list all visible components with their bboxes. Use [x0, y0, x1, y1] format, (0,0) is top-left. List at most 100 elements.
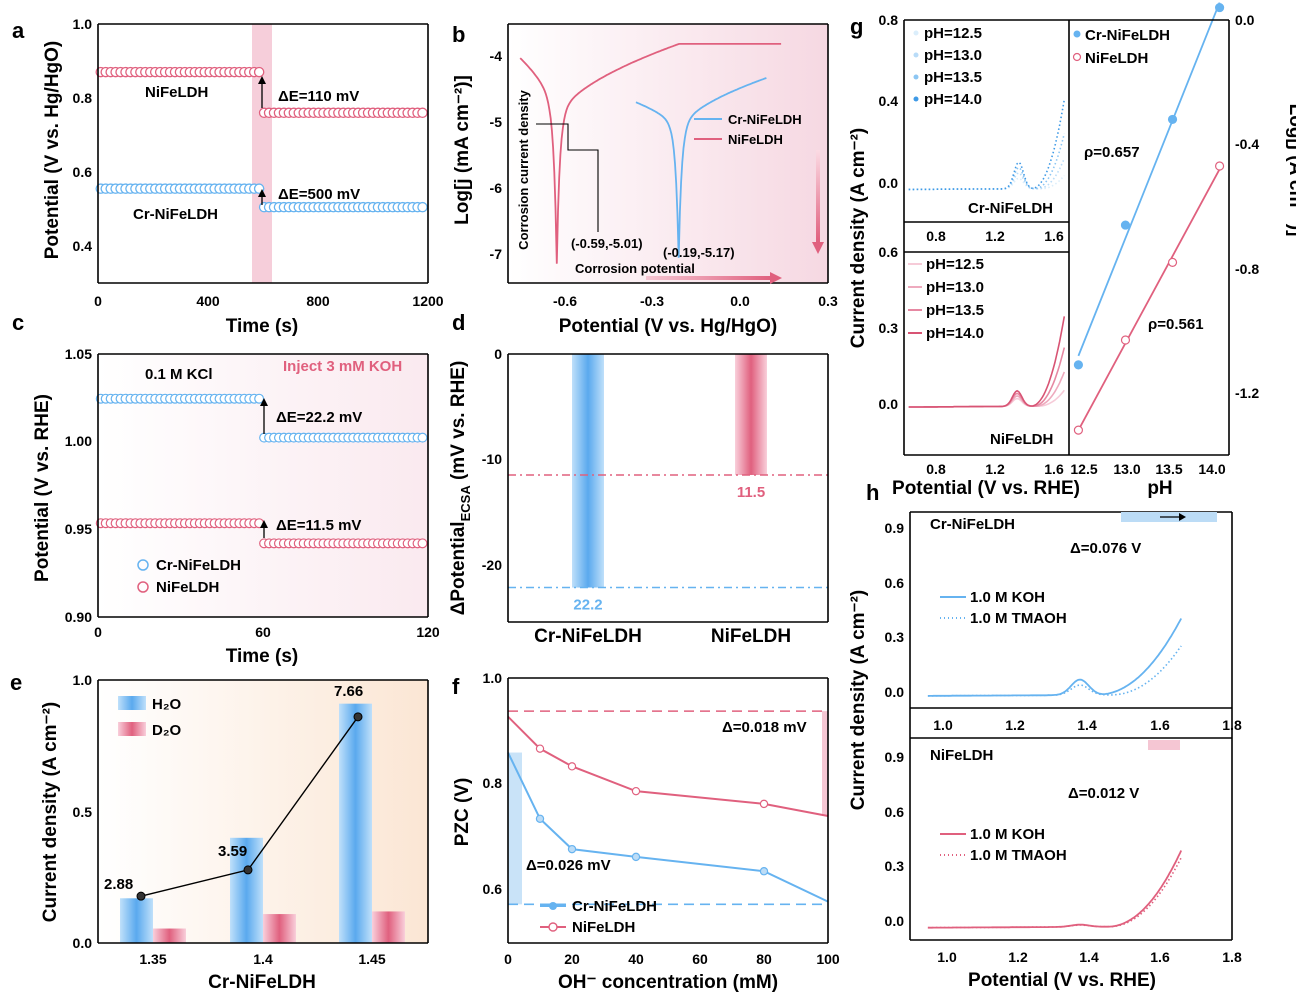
f-series-point: [535, 814, 545, 823]
e-bar-d2o: [153, 928, 186, 943]
c-ylabel: Potential (V vs. RHE): [32, 394, 53, 582]
e-xlabel: Cr-NiFeLDH: [208, 972, 316, 992]
d-ylabel: ΔPotentialECSA (mV vs. RHE): [448, 361, 473, 616]
b-xlabel: Potential (V vs. Hg/HgO): [559, 316, 778, 337]
f-plot-area: [507, 710, 829, 906]
c-xtick: 60: [255, 624, 271, 640]
e-data-label: 7.66: [334, 683, 363, 700]
b-ytick: -5: [490, 114, 503, 130]
g-legend-ph: pH=13.0: [924, 47, 982, 64]
a-ytick: 0.4: [73, 238, 93, 254]
f-ytick: 0.6: [483, 881, 503, 897]
f-series-point: [631, 852, 641, 862]
b-annot-point2: (-0.19,-5.17): [663, 245, 735, 260]
a-plot-area: [95, 66, 428, 213]
c-delta-label: ΔE=11.5 mV: [276, 517, 361, 534]
a-delta-label: ΔE=500 mV: [278, 186, 360, 203]
c-ytick: 0.90: [65, 609, 92, 625]
c-point: [417, 538, 428, 549]
g-fit-line: [1077, 2, 1221, 357]
g-ph-ytick: -0.8: [1235, 261, 1259, 277]
g-curve-crnifeldh: [908, 158, 1066, 191]
h-xtick-top: 1.0: [933, 717, 953, 733]
g-ph-xlabel: pH: [1147, 478, 1172, 499]
e-data-label: 3.59: [218, 843, 247, 860]
g-ytick-bot: 0.6: [879, 244, 899, 260]
h-xtick-top: 1.6: [1150, 717, 1170, 733]
b-ytick: -7: [490, 246, 503, 262]
d-plot-area: 22.2 11.5: [508, 354, 828, 614]
h-subplot-label-bot: NiFeLDH: [930, 747, 993, 764]
e-plot-area: 2.88 3.59 7.66: [104, 683, 405, 943]
c-point: [417, 432, 428, 443]
b-xtick: -0.6: [553, 293, 577, 309]
g-ph-point: [1167, 257, 1178, 267]
c-delta-label: ΔE=22.2 mV: [276, 409, 362, 426]
g-subplot-label-top: Cr-NiFeLDH: [968, 200, 1053, 217]
c-annot-inject: Inject 3 mM KOH: [283, 358, 402, 375]
g-legend-nifeldh: NiFeLDH: [1085, 50, 1148, 67]
f-series-line: [507, 715, 829, 818]
c-ytick: 1.05: [65, 346, 92, 362]
panel-letter-b: b: [452, 22, 465, 47]
e-bar-h2o: [339, 703, 372, 943]
e-ytick: 0.0: [73, 935, 93, 951]
g-ph-point: [1167, 114, 1178, 125]
f-xlabel: OH⁻ concentration (mM): [558, 972, 778, 992]
e-ytick: 1.0: [73, 672, 93, 688]
g-legend-ph: pH=13.0: [926, 279, 984, 296]
h-xtick-top: 1.8: [1222, 717, 1242, 733]
d-data-label: 22.2: [573, 597, 602, 614]
d-ytick: -10: [482, 451, 502, 467]
e-ytick: 0.5: [73, 804, 93, 820]
c-ytick: 0.95: [65, 521, 92, 537]
b-xtick: 0.3: [818, 293, 838, 309]
g-slope-nifeldh: ρ=0.561: [1148, 316, 1204, 333]
e-bar-h2o: [120, 898, 153, 943]
g-curve-nifeldh: [908, 371, 1066, 408]
f-annot-crnifeldh: Δ=0.026 mV: [526, 857, 611, 874]
panel-a: a 0 400 800 1200 0.4 0.6 0.8 1.0 Time (s…: [12, 16, 444, 337]
g-ph-point: [1073, 360, 1084, 370]
g-legend-ph: pH=14.0: [926, 325, 984, 342]
a-xtick: 1200: [412, 293, 443, 309]
g-ph-ytick: 0.0: [1235, 12, 1255, 28]
g-ph-ylabel: Log[j (A cm⁻²)]: [1285, 104, 1296, 237]
h-ytick-top: 0.9: [885, 520, 905, 536]
f-ytick: 1.0: [483, 670, 503, 686]
f-series-point: [759, 867, 769, 876]
b-ytick: -4: [490, 48, 503, 64]
g-fit-line: [1077, 168, 1221, 431]
c-background: [98, 354, 428, 617]
b-legend-nifeldh: NiFeLDH: [728, 132, 783, 147]
e-bar-h2o: [230, 837, 263, 943]
g-legend-ph: pH=14.0: [924, 91, 982, 108]
g-xtick-top: 1.6: [1044, 228, 1064, 244]
g-ph-xtick: 13.0: [1113, 461, 1140, 477]
b-xtick: -0.3: [640, 293, 664, 309]
g-xtick-bot: 0.8: [926, 461, 946, 477]
d-data-label: 11.5: [737, 484, 765, 501]
a-ytick: 0.6: [73, 164, 93, 180]
g-subplot-label-bot: NiFeLDH: [990, 431, 1053, 448]
b-plot-area: [519, 43, 782, 264]
c-ytick: 1.00: [65, 433, 92, 449]
panel-e: e 2.88 3.59 7.66 1.35 1.4 1.45 0.0 0.5 1.0…: [10, 670, 429, 992]
d-ytick: -20: [482, 557, 502, 573]
g-ph-ytick: -0.4: [1235, 136, 1259, 152]
d-ytick: 0: [494, 346, 502, 362]
h-ytick-top: 0.0: [885, 684, 905, 700]
f-series-point: [631, 786, 641, 796]
b-series-nifeldh: [519, 43, 782, 264]
g-ytick-bot: 0.3: [879, 320, 899, 336]
a-delta-label: ΔE=110 mV: [278, 88, 359, 105]
f-series-line: [507, 752, 829, 903]
f-series-point: [567, 844, 577, 854]
a-series-label-nifeldh: NiFeLDH: [145, 84, 208, 101]
a-xtick: 800: [306, 293, 330, 309]
g-legend-ph: pH=12.5: [926, 256, 984, 273]
d-category: NiFeLDH: [711, 626, 791, 647]
g-ytick-bot: 0.0: [879, 396, 899, 412]
g-curve-crnifeldh: [908, 99, 1066, 191]
c-legend-crnifeldh: Cr-NiFeLDH: [156, 557, 241, 574]
